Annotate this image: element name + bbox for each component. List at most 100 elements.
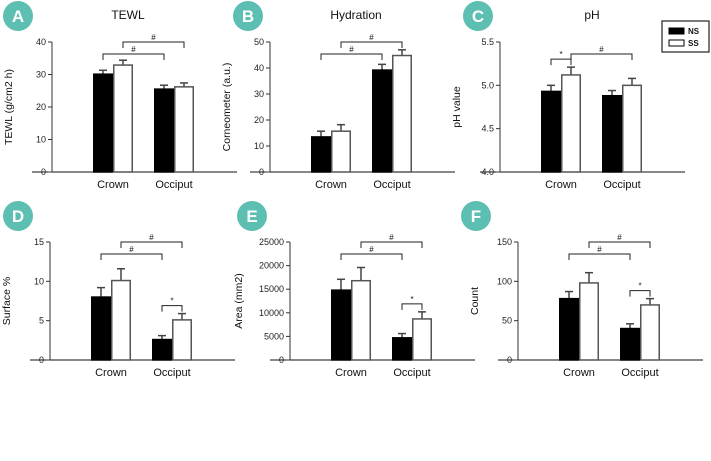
legend-label: NS <box>688 27 700 36</box>
y-tick-label: 15 <box>34 237 44 247</box>
bar-ss <box>622 84 642 173</box>
y-axis-label: Corneometer (a.u.) <box>221 63 233 152</box>
bar-ss <box>392 54 412 173</box>
bar-ss <box>113 64 133 173</box>
bar-ss <box>172 319 192 361</box>
y-tick-label: 5000 <box>264 331 284 341</box>
bar-ns <box>392 337 412 361</box>
significance-bracket <box>570 53 633 60</box>
panel-badge <box>3 1 33 31</box>
x-tick-label: Crown <box>563 367 595 379</box>
panel-letter: F <box>471 207 481 226</box>
significance-bracket <box>102 53 165 60</box>
significance-label: # <box>597 245 602 254</box>
y-axis-label: Count <box>469 287 481 315</box>
significance-bracket <box>340 41 403 48</box>
significance-label: # <box>617 233 622 242</box>
significance-bracket <box>120 241 183 248</box>
y-tick-label: 0 <box>39 355 44 365</box>
panel-letter: E <box>246 207 257 226</box>
panel-letter: C <box>472 7 484 26</box>
bar-ss <box>174 86 194 173</box>
x-tick-label: Occiput <box>155 179 192 191</box>
legend-swatch-ns <box>668 27 685 35</box>
bar-ns <box>541 90 561 173</box>
bar-ns <box>311 136 331 173</box>
y-tick-label: 40 <box>36 37 46 47</box>
panel-letter: B <box>242 7 254 26</box>
x-tick-label: Occiput <box>603 179 640 191</box>
panel-a: A TEWL 0 10 20 30 40 TEWL (g/cm2 h) Crown Occiput… <box>3 1 237 191</box>
y-tick-label: 50 <box>254 37 264 47</box>
significance-bracket <box>568 253 631 260</box>
bar-ns <box>372 69 392 173</box>
bar-ss <box>351 279 371 361</box>
panel-badge <box>3 201 33 231</box>
panel-letter: A <box>12 7 24 26</box>
significance-label: # <box>129 245 134 254</box>
y-tick-label: 150 <box>497 237 512 247</box>
y-axis-label: TEWL (g/cm2 h) <box>3 69 15 145</box>
panel-badge <box>461 201 491 231</box>
significance-label: # <box>389 233 394 242</box>
y-tick-label: 5.5 <box>481 37 494 47</box>
bar-ns <box>620 327 640 361</box>
significance-label: * <box>559 50 562 59</box>
significance-label: # <box>149 233 154 242</box>
bar-ns <box>602 94 622 173</box>
panel-badge <box>463 1 493 31</box>
y-tick-label: 25000 <box>259 237 284 247</box>
bar-ns <box>154 88 174 173</box>
bar-ss <box>331 130 351 173</box>
significance-bracket <box>588 241 651 248</box>
y-axis-label: pH value <box>451 86 463 128</box>
y-axis-label: Surface % <box>1 277 13 325</box>
significance-label: # <box>369 245 374 254</box>
significance-bracket <box>100 253 163 260</box>
significance-bracket <box>340 253 403 260</box>
y-tick-label: 40 <box>254 63 264 73</box>
panel-e: E 0 5000 10000 15000 20000 25000 Area (mm2) Crow… <box>233 201 475 379</box>
y-tick-label: 5.0 <box>481 80 494 90</box>
x-tick-label: Occiput <box>373 179 410 191</box>
y-tick-label: 20 <box>254 115 264 125</box>
y-tick-label: 0 <box>507 355 512 365</box>
significance-bracket <box>161 305 183 312</box>
significance-bracket <box>122 41 185 48</box>
bar-ss <box>579 282 599 361</box>
y-tick-label: 30 <box>254 89 264 99</box>
y-tick-label: 10 <box>36 135 46 145</box>
panel-badge <box>233 1 263 31</box>
chart-title: pH <box>584 8 599 22</box>
y-tick-label: 0 <box>279 355 284 365</box>
bar-ns <box>91 296 111 361</box>
significance-bracket <box>360 241 423 248</box>
legend: NS SS <box>661 20 710 53</box>
y-tick-label: 30 <box>36 70 46 80</box>
y-tick-label: 0 <box>41 167 46 177</box>
significance-label: * <box>638 282 641 291</box>
y-axis-label: Area (mm2) <box>233 273 245 328</box>
significance-label: * <box>410 295 413 304</box>
panel-badge <box>237 201 267 231</box>
y-tick-label: 10 <box>254 141 264 151</box>
x-tick-label: Occiput <box>153 367 190 379</box>
x-tick-label: Crown <box>97 179 129 191</box>
x-tick-label: Crown <box>315 179 347 191</box>
significance-label: # <box>131 45 136 54</box>
legend-label: SS <box>688 39 699 48</box>
legend-swatch-ss <box>668 39 685 47</box>
y-tick-label: 4.5 <box>481 124 494 134</box>
y-tick-label: 20 <box>36 102 46 112</box>
bar-ss <box>640 304 660 361</box>
bar-ns <box>93 73 113 173</box>
panel-letter: D <box>12 207 24 226</box>
significance-bracket <box>320 53 383 60</box>
significance-bracket <box>401 303 423 310</box>
bar-ns <box>559 297 579 361</box>
y-tick-label: 10000 <box>259 308 284 318</box>
y-tick-label: 5 <box>39 316 44 326</box>
panel-b: B Hydration 0 10 20 30 40 50 Corneometer (a.u.) C… <box>221 1 455 191</box>
